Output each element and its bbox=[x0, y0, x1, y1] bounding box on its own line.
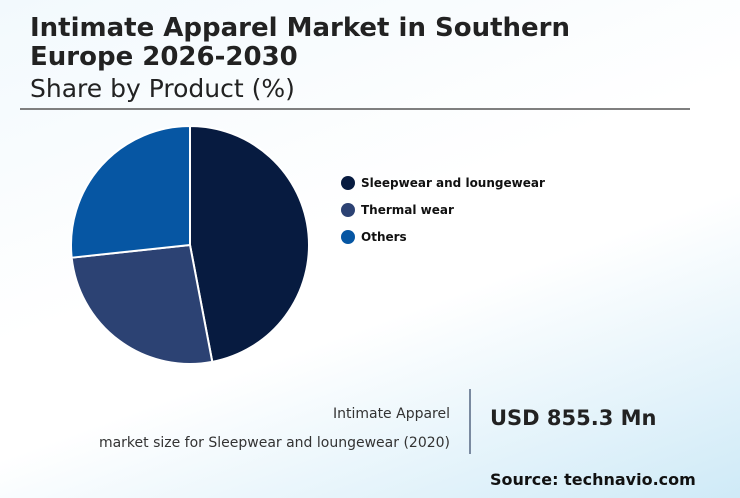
title-divider bbox=[20, 108, 690, 110]
legend-item-others: Others bbox=[341, 219, 545, 255]
legend-dot-icon bbox=[341, 230, 355, 244]
caption-line-1: Intimate Apparel bbox=[332, 406, 450, 422]
chart-subtitle: Share by Product (%) bbox=[30, 74, 295, 103]
legend-item-sleepwear: Sleepwear and loungewear bbox=[341, 165, 545, 201]
pie-slice-1 bbox=[70, 243, 214, 365]
market-size-value: USD 855.3 Mn bbox=[490, 406, 657, 430]
info-divider bbox=[469, 389, 471, 454]
source-label: Source: technavio.com bbox=[490, 470, 696, 489]
legend: Sleepwear and loungewear Thermal wear Ot… bbox=[341, 174, 545, 255]
pie-slice-0 bbox=[189, 124, 310, 364]
legend-dot-icon bbox=[341, 176, 355, 190]
pie-slice-2 bbox=[70, 124, 191, 259]
legend-item-thermal: Thermal wear bbox=[341, 192, 545, 228]
chart-title: Intimate Apparel Market in Southern Euro… bbox=[30, 13, 571, 72]
market-size-caption: Intimate Apparel market size for Sleepwe… bbox=[99, 400, 450, 458]
caption-line-2: market size for Sleepwear and loungewear… bbox=[98, 435, 450, 451]
legend-dot-icon bbox=[341, 203, 355, 217]
